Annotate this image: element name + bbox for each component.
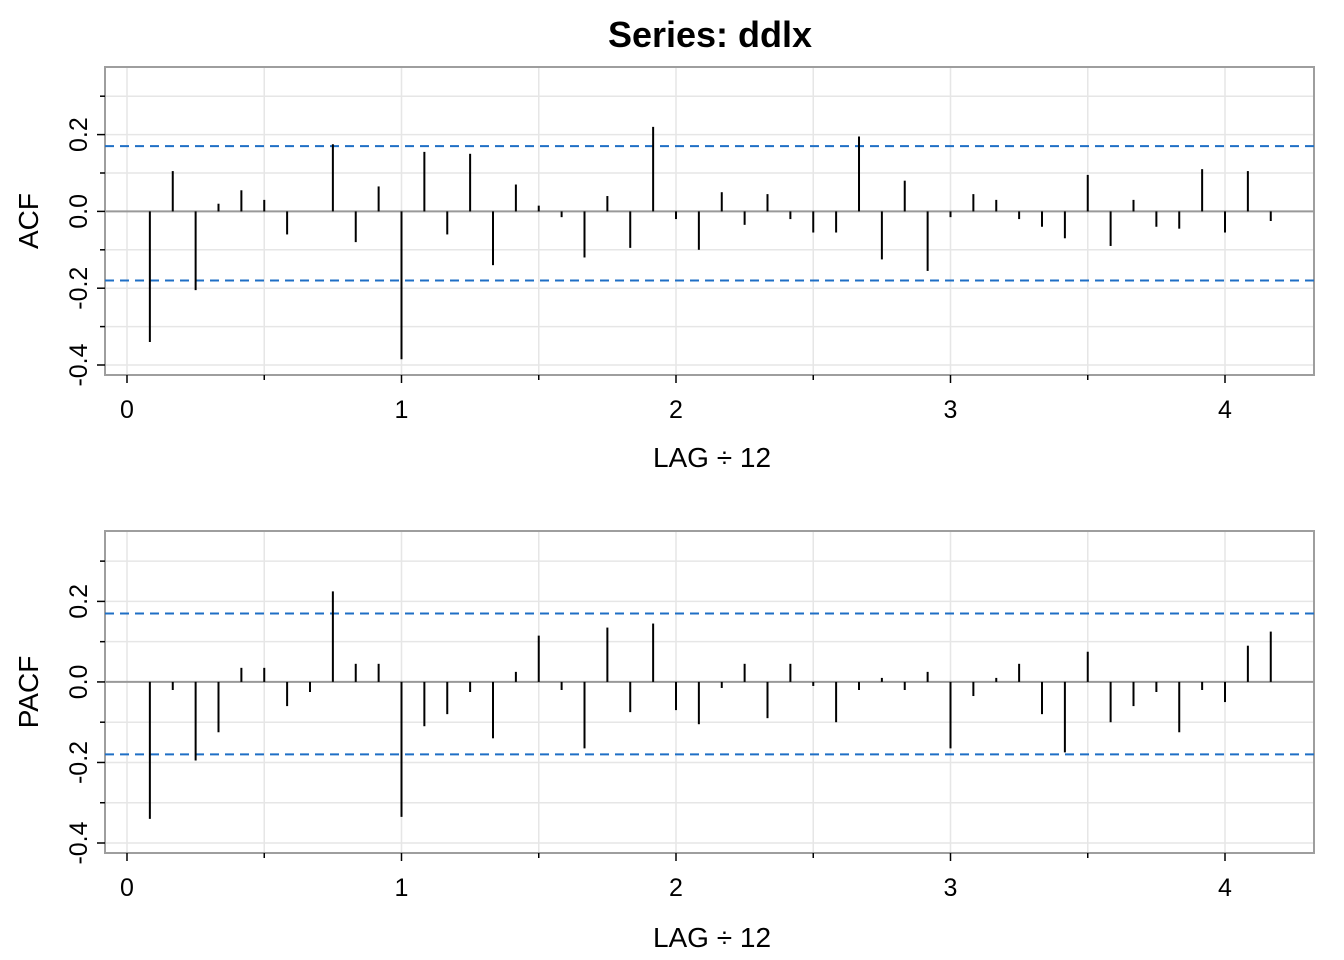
pacf-panel-y-axis-label: PACF xyxy=(13,656,44,729)
pacf-panel-y-tick-label: 0.0 xyxy=(65,665,93,700)
acf-panel-y-axis-label: ACF xyxy=(13,193,44,249)
pacf-panel-x-tick-label: 3 xyxy=(944,874,958,902)
pacf-panel-x-axis-label: LAG ÷ 12 xyxy=(653,922,771,953)
pacf-panel: 0 1 2 3 4 -0.4 -0.2 0.0 0.2 LAG ÷ 12 PACF xyxy=(13,530,1315,953)
acf-panel-frame xyxy=(104,66,1315,376)
acf-panel-x-tick-label: 4 xyxy=(1218,396,1232,424)
acf-panel-y-tick-label: -0.2 xyxy=(65,267,93,310)
acf-panel-y-tick-label: -0.4 xyxy=(65,343,93,386)
pacf-panel-y-tick-label: -0.4 xyxy=(65,821,93,864)
acf-panel-x-axis-label: LAG ÷ 12 xyxy=(653,442,771,473)
acf-panel-x-tick-label: 0 xyxy=(120,396,134,424)
acf-panel-x-tick-label: 3 xyxy=(944,396,958,424)
acf-panel-y-tick-label: 0.2 xyxy=(65,117,93,152)
pacf-panel-x-tick-label: 1 xyxy=(395,874,409,902)
acf-panel-x-tick-label: 1 xyxy=(395,396,409,424)
chart-title: Series: ddlx xyxy=(608,14,812,55)
pacf-panel-x-tick-label: 2 xyxy=(669,874,683,902)
pacf-panel-x-tick-label: 4 xyxy=(1218,874,1232,902)
pacf-panel-x-tick-label: 0 xyxy=(120,874,134,902)
pacf-panel-y-tick-label: 0.2 xyxy=(65,584,93,619)
acf-panel: 0 1 2 3 4 -0.4 -0.2 0.0 0.2 LAG ÷ 12 ACF xyxy=(13,66,1315,473)
pacf-panel-y-tick-label: -0.2 xyxy=(65,741,93,784)
acf-panel-x-tick-label: 2 xyxy=(669,396,683,424)
acf-panel-y-tick-label: 0.0 xyxy=(65,194,93,229)
pacf-panel-frame xyxy=(104,530,1315,854)
